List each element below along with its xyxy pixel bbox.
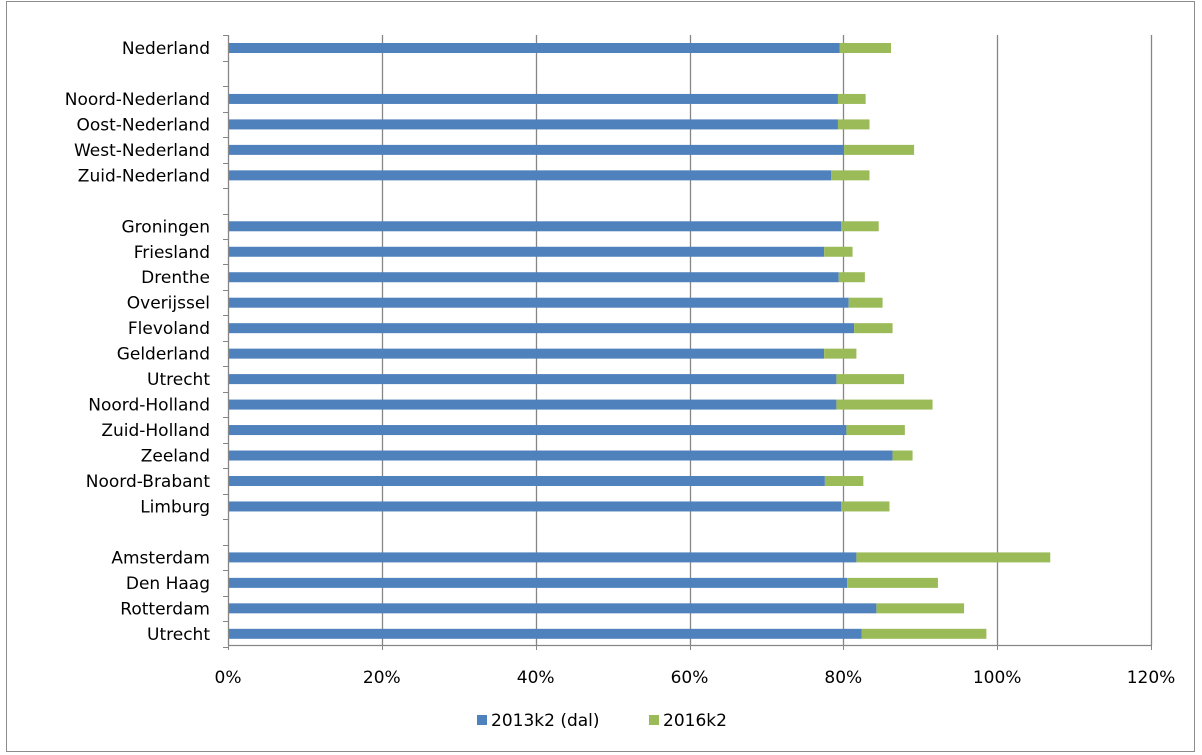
bar-2016k2 <box>831 170 870 181</box>
bar-2016k2 <box>876 603 965 614</box>
category-label: Limburg <box>140 497 210 517</box>
axes <box>223 35 1152 650</box>
category-label: Friesland <box>134 243 210 263</box>
bar-2013k2 <box>228 93 838 104</box>
bar-2016k2 <box>824 475 864 486</box>
category-label: Amsterdam <box>111 548 210 568</box>
gridlines <box>381 35 1153 645</box>
bar-2013k2 <box>228 272 839 283</box>
category-label: Zuid-Holland <box>101 421 210 441</box>
legend-label-2013k2: 2013k2 (dal) <box>491 711 600 731</box>
category-label: Utrecht <box>147 625 210 645</box>
bar-2013k2 <box>228 297 849 308</box>
category-label: Noord-Nederland <box>65 90 210 110</box>
x-tick-label: 80% <box>824 668 862 688</box>
x-tick-labels: 0% 20% 40% 60% 80% 100% 120% <box>215 668 1176 688</box>
bar-2013k2 <box>228 170 832 181</box>
category-label: Overijssel <box>127 294 210 314</box>
category-label: Rotterdam <box>120 599 210 619</box>
bar-2013k2 <box>228 43 840 53</box>
category-label: Utrecht <box>147 370 210 390</box>
bar-2016k2 <box>856 552 1051 563</box>
bar-2013k2 <box>228 425 847 436</box>
x-tick-label: 0% <box>215 668 242 688</box>
category-labels: Nederland Noord-Nederland Oost-Nederland We… <box>65 39 211 645</box>
bar-2016k2 <box>854 323 893 334</box>
bar-2016k2 <box>836 374 905 385</box>
category-label: Flevoland <box>128 319 210 339</box>
bar-2016k2 <box>844 144 915 155</box>
x-tick-label: 60% <box>671 668 709 688</box>
bar-2013k2 <box>228 246 825 257</box>
x-tick-label: 120% <box>1127 668 1176 688</box>
x-tick-label: 20% <box>363 668 401 688</box>
bar-2016k2 <box>838 272 865 283</box>
bar-2013k2 <box>228 119 838 130</box>
bar-2013k2 <box>228 450 893 461</box>
bar-2016k2 <box>846 425 905 436</box>
x-tick-label: 100% <box>973 668 1022 688</box>
bar-2016k2 <box>836 399 933 410</box>
chart-frame: Nederland Noord-Nederland Oost-Nederland We… <box>6 1 1195 752</box>
bar-2016k2 <box>847 577 938 588</box>
category-label: Nederland <box>122 39 210 59</box>
bar-2013k2 <box>228 323 855 334</box>
bar-2013k2 <box>228 144 845 155</box>
category-label: Noord-Holland <box>88 396 210 416</box>
bar-2013k2 <box>228 628 862 639</box>
bar-2013k2 <box>228 374 837 385</box>
bar-2016k2 <box>837 93 866 104</box>
bar-2013k2 <box>228 552 857 563</box>
category-label: Zeeland <box>141 447 210 467</box>
category-label: Zuid-Nederland <box>78 166 210 186</box>
bar-2013k2 <box>228 475 825 486</box>
bar-2016k2 <box>892 450 913 461</box>
category-label: Drenthe <box>141 268 210 288</box>
bar-2013k2 <box>228 603 877 614</box>
bar-2016k2 <box>861 628 987 639</box>
category-label: Den Haag <box>126 574 210 594</box>
bar-2013k2 <box>228 221 842 232</box>
legend-swatch-2013k2 <box>477 715 487 725</box>
category-label: Groningen <box>122 217 211 237</box>
bar-2016k2 <box>837 119 870 130</box>
stacked-bar-chart: Nederland Noord-Nederland Oost-Nederland We… <box>65 35 1176 731</box>
bar-2013k2 <box>228 501 842 512</box>
category-label: Gelderland <box>117 345 210 365</box>
category-label: Oost-Nederland <box>76 115 210 135</box>
legend: 2013k2 (dal) 2016k2 <box>477 711 727 731</box>
bar-2016k2 <box>841 221 879 232</box>
bar-2013k2 <box>228 399 837 410</box>
bar-2016k2 <box>839 43 892 53</box>
bar-2016k2 <box>848 297 883 308</box>
bar-2016k2 <box>824 348 857 359</box>
x-tick-label: 40% <box>517 668 555 688</box>
legend-label-2016k2: 2016k2 <box>663 711 727 731</box>
bar-2013k2 <box>228 348 825 359</box>
category-label: West-Nederland <box>74 141 210 161</box>
bar-2016k2 <box>824 246 853 257</box>
bar-2013k2 <box>228 577 848 588</box>
category-label: Noord-Brabant <box>86 472 211 492</box>
bars <box>228 43 1051 639</box>
legend-swatch-2016k2 <box>649 715 659 725</box>
bar-2016k2 <box>841 501 890 512</box>
